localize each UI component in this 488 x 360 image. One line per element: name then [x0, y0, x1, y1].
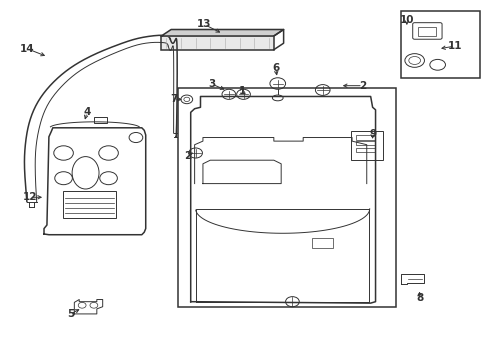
Text: 4: 4 [83, 107, 91, 117]
Text: 11: 11 [447, 41, 461, 51]
Bar [400, 11, 479, 78]
Text: 10: 10 [399, 15, 413, 25]
Text: 9: 9 [368, 129, 375, 139]
Bar [94, 117, 106, 123]
Text: 14: 14 [20, 44, 34, 54]
Text: 5: 5 [67, 309, 74, 319]
Bar [178, 88, 395, 307]
Bar [356, 141, 374, 145]
Text: 12: 12 [23, 192, 38, 202]
Text: 3: 3 [208, 79, 215, 89]
Text: 8: 8 [415, 293, 422, 303]
Text: 1: 1 [238, 86, 245, 96]
Bar [311, 238, 332, 248]
Polygon shape [161, 30, 283, 36]
Bar [356, 135, 374, 140]
Text: 7: 7 [170, 94, 178, 104]
Text: 6: 6 [272, 63, 279, 73]
Text: 2: 2 [184, 150, 191, 161]
Bar [161, 36, 273, 50]
Text: 13: 13 [197, 19, 211, 30]
Bar [62, 191, 116, 218]
Bar [417, 27, 435, 36]
Bar [356, 148, 374, 152]
Text: 2: 2 [359, 81, 366, 91]
